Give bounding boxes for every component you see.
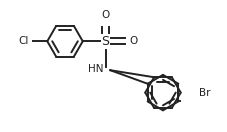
Text: O: O <box>128 36 137 46</box>
Text: O: O <box>101 10 109 20</box>
Text: S: S <box>101 35 109 48</box>
Text: Br: Br <box>198 88 210 98</box>
Text: HN: HN <box>88 64 103 74</box>
Text: Cl: Cl <box>19 36 29 46</box>
